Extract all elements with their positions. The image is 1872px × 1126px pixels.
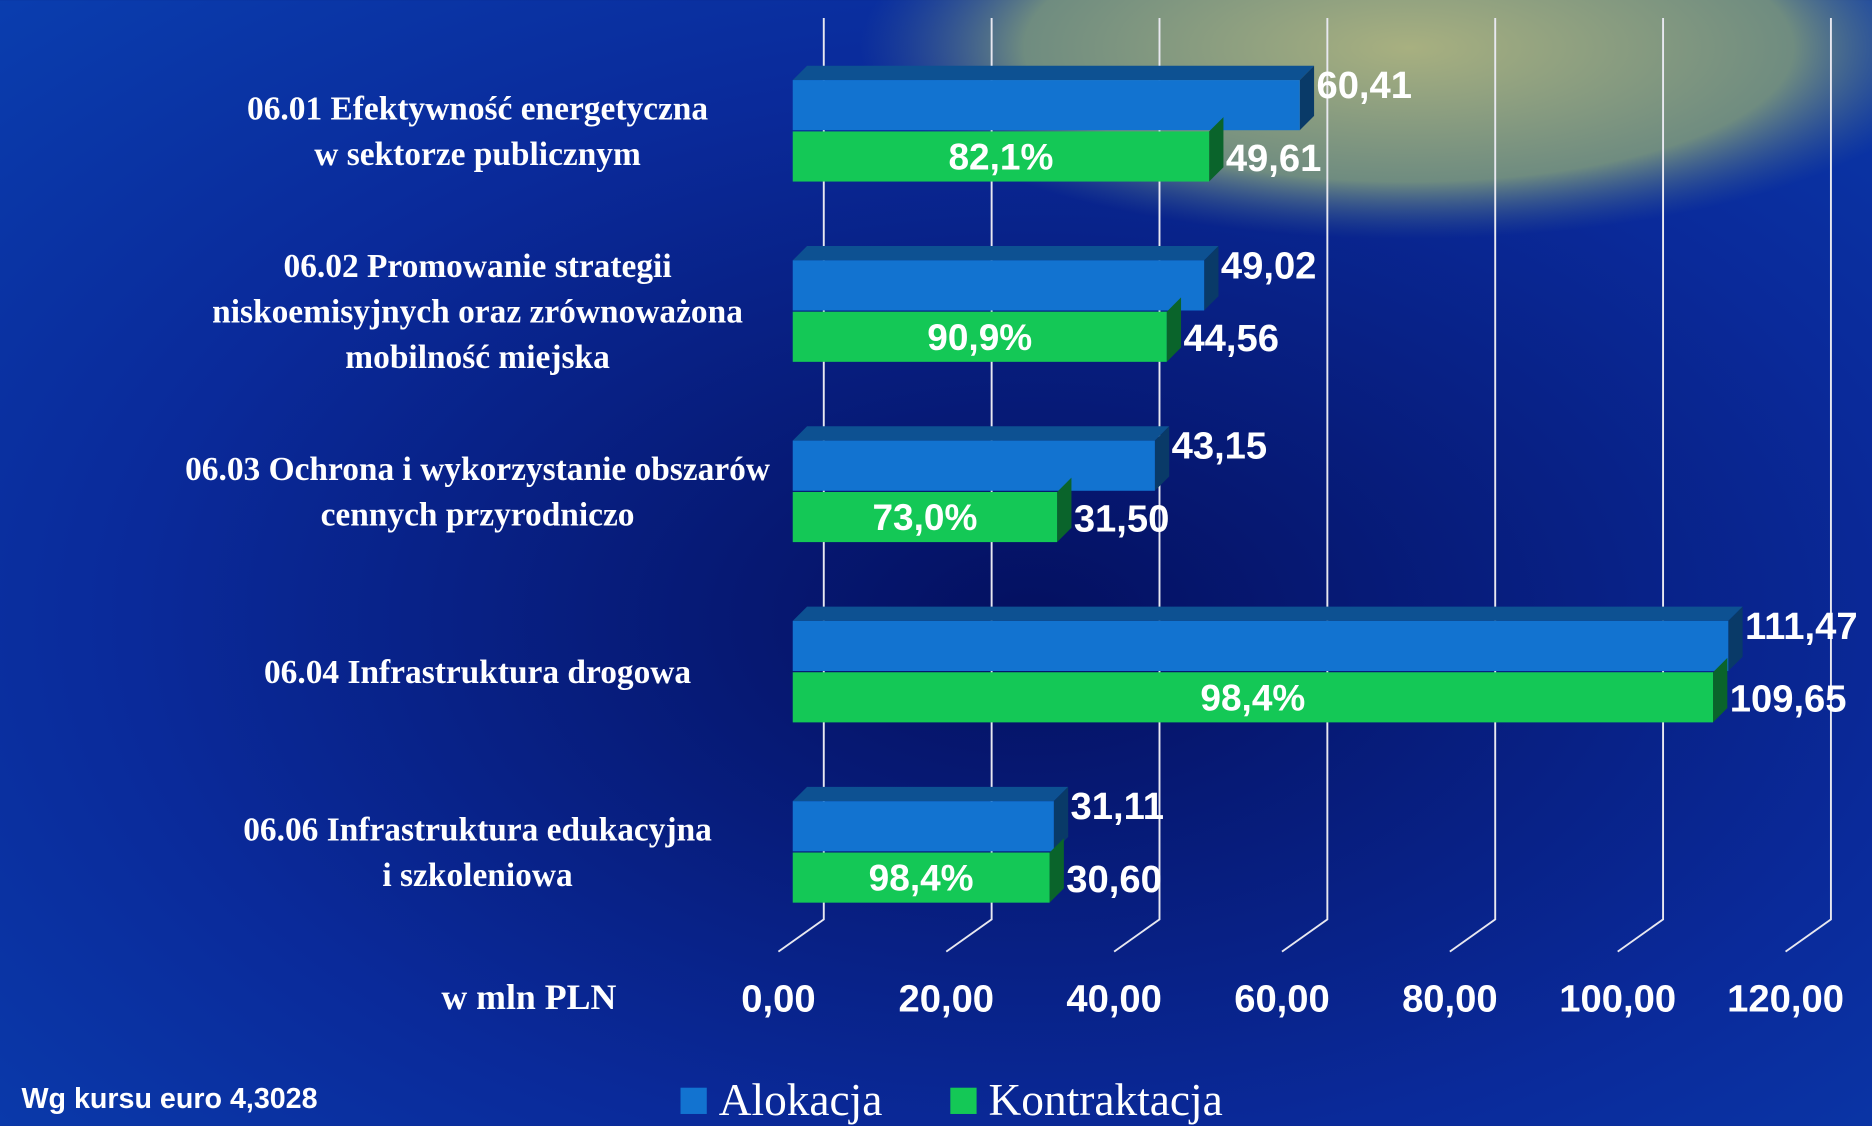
share-label: 82,1% [948,136,1053,178]
grid-line [1449,17,1497,953]
bar-top [792,786,1069,802]
bar-side [1053,786,1069,852]
bar-side [1713,657,1728,723]
x-tick-label: 20,00 [898,977,994,1020]
bar-face [792,260,1205,311]
bar-face [792,620,1729,672]
share-label: 73,0% [872,496,977,538]
x-tick-label: 80,00 [1402,977,1498,1020]
bar-side [1204,246,1219,311]
share-label: 98,4% [1200,676,1305,718]
x-tick-label: 0,00 [741,977,815,1020]
x-tick-label: 60,00 [1234,977,1330,1020]
bar-face [792,491,1058,543]
bar-side [1049,838,1064,903]
grid-line [1281,17,1329,953]
value-label: 44,56 [1183,317,1279,360]
note: Wg kursu euro 4,3028 [21,1083,317,1115]
bar-side [1154,426,1170,491]
category-label: 06.01 Efektywność energetyczna w sektorze… [247,90,708,172]
bar [792,65,1315,131]
legend-swatch [950,1087,977,1114]
grid-line [1785,17,1832,953]
bar-top [792,426,1170,441]
legend-label: Alokacja [719,1075,883,1125]
value-label: 49,61 [1226,137,1322,180]
bar-face [792,131,1210,182]
bar-side [1166,297,1182,362]
x-tick-label: 40,00 [1066,977,1162,1020]
bar [792,117,1224,182]
bar-face [792,801,1054,852]
bar-top [792,246,1219,261]
legend-swatch [680,1087,707,1114]
bar-top [792,606,1743,621]
bar-side [1209,117,1224,182]
value-label: 109,65 [1730,678,1847,721]
value-label: 111,47 [1745,605,1858,648]
bar-side [1057,477,1072,543]
bar-top [792,65,1315,81]
value-label: 60,41 [1316,64,1412,107]
share-label: 98,4% [869,857,974,899]
category-label: 06.03 Ochrona i wykorzystanie obszarów ce… [185,451,770,533]
value-label: 30,60 [1066,858,1162,901]
bar-face [792,440,1155,491]
bar-face [792,311,1167,362]
bar-side [1299,65,1315,131]
value-label: 31,11 [1071,785,1164,828]
value-label: 49,02 [1221,244,1317,287]
grid-line [1617,17,1665,953]
value-label: 43,15 [1172,425,1268,468]
share-label: 90,9% [927,316,1032,358]
axis-label: w mln PLN [441,977,616,1017]
category-label: 06.02 Promowanie strategii niskoemisyjnyc… [212,248,743,376]
bar [792,246,1219,311]
bar [792,657,1728,723]
bar-face [792,852,1050,903]
bar [792,297,1182,362]
category-label: 06.06 Infrastruktura edukacyjna i szkolen… [243,812,712,894]
legend-label: Kontraktacja [989,1075,1223,1125]
category-label: 06.04 Infrastruktura drogowa [264,654,691,691]
bar [792,838,1064,903]
bar-face [792,80,1300,131]
bar [792,786,1069,852]
bar [792,477,1072,543]
value-label: 31,50 [1074,497,1170,540]
x-tick-label: 120,00 [1727,977,1844,1020]
bar [792,426,1170,491]
x-tick-label: 100,00 [1559,977,1676,1020]
bar-face [792,672,1714,723]
bar-side [1728,606,1743,672]
bar [792,606,1743,672]
